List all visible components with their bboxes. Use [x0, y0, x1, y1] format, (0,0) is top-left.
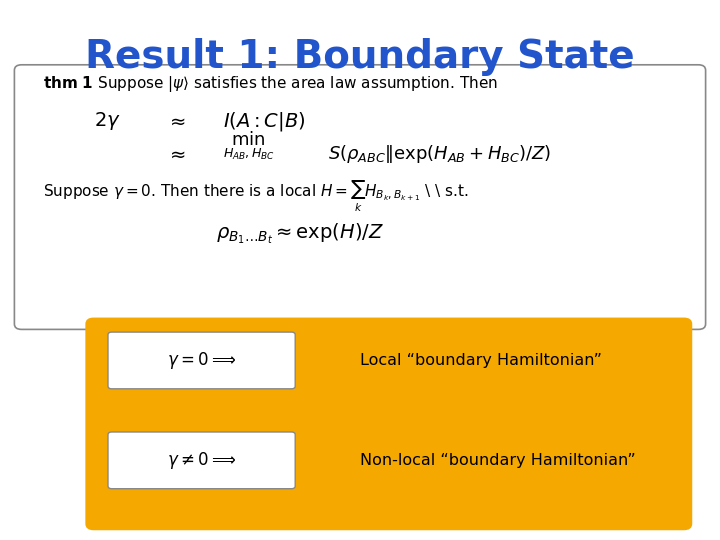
Text: Non-local “boundary Hamiltonian”: Non-local “boundary Hamiltonian” [360, 453, 636, 468]
Text: $\gamma \neq 0 \Longrightarrow$: $\gamma \neq 0 \Longrightarrow$ [167, 450, 236, 470]
Text: $S(\rho_{ABC}\|\exp(H_{AB}+H_{BC})/Z)$: $S(\rho_{ABC}\|\exp(H_{AB}+H_{BC})/Z)$ [328, 143, 551, 165]
Text: $\mathbf{thm\ 1}$ Suppose $|\psi\rangle$ satisfies the area law assumption. Then: $\mathbf{thm\ 1}$ Suppose $|\psi\rangle$… [43, 73, 498, 94]
FancyBboxPatch shape [108, 332, 295, 389]
FancyBboxPatch shape [108, 432, 295, 489]
Text: $2\gamma$: $2\gamma$ [94, 111, 120, 132]
Text: Suppose $\gamma = 0$. Then there is a local $H = \sum_k H_{B_k, B_{k+1}}$ \ \ s.: Suppose $\gamma = 0$. Then there is a lo… [43, 180, 469, 214]
Text: $\approx$: $\approx$ [166, 112, 186, 131]
FancyBboxPatch shape [14, 65, 706, 329]
Text: $\underset{H_{AB},H_{BC}}{\min}$: $\underset{H_{AB},H_{BC}}{\min}$ [223, 130, 275, 162]
Text: Result 1: Boundary State: Result 1: Boundary State [85, 38, 635, 76]
FancyBboxPatch shape [86, 319, 691, 529]
Text: $\rho_{B_1 \ldots B_t} \approx \exp(H)/Z$: $\rho_{B_1 \ldots B_t} \approx \exp(H)/Z… [216, 221, 384, 246]
Text: $I(A:C|B)$: $I(A:C|B)$ [223, 110, 305, 133]
Text: $\approx$: $\approx$ [166, 144, 186, 164]
Text: Local “boundary Hamiltonian”: Local “boundary Hamiltonian” [360, 353, 602, 368]
Text: $\gamma = 0 \Longrightarrow$: $\gamma = 0 \Longrightarrow$ [167, 350, 236, 370]
